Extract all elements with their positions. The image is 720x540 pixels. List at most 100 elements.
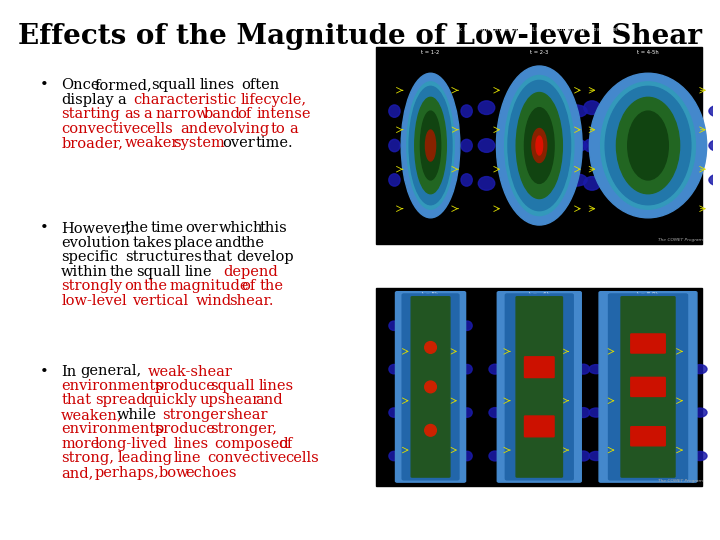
- Text: •: •: [40, 221, 48, 235]
- Text: 200 km: 200 km: [371, 127, 376, 146]
- Text: environments: environments: [61, 379, 163, 393]
- Ellipse shape: [616, 97, 680, 194]
- Text: t = 4-5h: t = 4-5h: [637, 50, 659, 55]
- Text: 200 km: 200 km: [371, 368, 376, 387]
- Ellipse shape: [564, 139, 587, 152]
- Ellipse shape: [709, 139, 720, 152]
- Text: weaken,: weaken,: [61, 408, 123, 422]
- Ellipse shape: [478, 139, 495, 152]
- Text: vertical: vertical: [132, 294, 188, 308]
- Text: within: within: [61, 265, 108, 279]
- Text: band: band: [204, 107, 240, 122]
- Text: environments: environments: [61, 422, 163, 436]
- Ellipse shape: [389, 408, 399, 417]
- Text: upshear: upshear: [199, 394, 260, 408]
- Text: t = 5h: t = 5h: [423, 292, 438, 296]
- Text: produce: produce: [154, 379, 215, 393]
- Text: line: line: [185, 265, 212, 279]
- Text: on: on: [125, 279, 143, 293]
- Text: long-lived: long-lived: [95, 437, 168, 451]
- Ellipse shape: [600, 82, 696, 209]
- Ellipse shape: [426, 130, 436, 161]
- Text: and: and: [215, 236, 242, 250]
- Ellipse shape: [693, 364, 707, 374]
- Text: The COMET Program: The COMET Program: [657, 238, 703, 242]
- Text: spread: spread: [95, 394, 145, 408]
- Text: intense: intense: [256, 107, 311, 122]
- Text: of: of: [238, 107, 252, 122]
- Text: develop: develop: [237, 251, 294, 265]
- Text: broader,: broader,: [61, 136, 123, 150]
- Text: a: a: [117, 93, 126, 107]
- FancyBboxPatch shape: [631, 377, 665, 396]
- Ellipse shape: [589, 408, 603, 417]
- Text: this: this: [260, 221, 287, 235]
- Ellipse shape: [589, 451, 603, 461]
- Text: of: of: [240, 279, 255, 293]
- Text: starting: starting: [61, 107, 120, 122]
- Text: squall: squall: [210, 379, 255, 393]
- Ellipse shape: [401, 73, 460, 218]
- FancyBboxPatch shape: [524, 357, 554, 377]
- Ellipse shape: [461, 105, 472, 117]
- Text: a: a: [143, 107, 153, 122]
- Text: lines: lines: [199, 78, 235, 92]
- Text: general,: general,: [80, 364, 141, 379]
- Ellipse shape: [508, 80, 571, 211]
- Text: shear: shear: [226, 408, 268, 422]
- FancyBboxPatch shape: [524, 416, 554, 437]
- Text: t = ~6h: t = ~6h: [529, 292, 549, 296]
- Text: and: and: [256, 394, 283, 408]
- FancyBboxPatch shape: [402, 294, 459, 480]
- Ellipse shape: [693, 408, 707, 417]
- Text: convective: convective: [207, 451, 287, 465]
- FancyBboxPatch shape: [621, 296, 675, 477]
- Text: stronger: stronger: [163, 408, 227, 422]
- Text: •: •: [40, 78, 48, 92]
- Text: structures: structures: [125, 251, 202, 265]
- Text: squall: squall: [136, 265, 181, 279]
- FancyBboxPatch shape: [608, 294, 688, 480]
- FancyBboxPatch shape: [631, 427, 665, 446]
- Ellipse shape: [420, 111, 441, 180]
- FancyBboxPatch shape: [395, 292, 466, 482]
- Ellipse shape: [462, 451, 472, 461]
- Text: t = 8-9h: t = 8-9h: [637, 292, 659, 296]
- Ellipse shape: [536, 136, 543, 155]
- Text: echoes: echoes: [185, 466, 236, 480]
- Ellipse shape: [489, 408, 501, 417]
- Text: the: the: [125, 221, 148, 235]
- FancyBboxPatch shape: [411, 296, 450, 477]
- Text: cells: cells: [285, 451, 319, 465]
- Text: lines: lines: [174, 437, 208, 451]
- Text: takes: takes: [132, 236, 172, 250]
- Text: formed,: formed,: [95, 78, 153, 92]
- Text: more: more: [61, 437, 99, 451]
- Text: However,: However,: [61, 221, 131, 235]
- Ellipse shape: [425, 381, 436, 393]
- Ellipse shape: [516, 92, 562, 199]
- Text: lifecycle,: lifecycle,: [240, 93, 307, 107]
- Ellipse shape: [577, 451, 590, 461]
- Text: convective: convective: [61, 122, 140, 136]
- Ellipse shape: [425, 342, 436, 353]
- Text: strongly: strongly: [61, 279, 122, 293]
- Ellipse shape: [693, 451, 707, 461]
- Text: the: the: [260, 279, 284, 293]
- Text: evolving: evolving: [207, 122, 269, 136]
- FancyBboxPatch shape: [599, 292, 697, 482]
- Ellipse shape: [577, 408, 590, 417]
- FancyBboxPatch shape: [498, 292, 581, 482]
- Ellipse shape: [709, 174, 720, 186]
- Text: weak-shear: weak-shear: [148, 364, 233, 379]
- Text: wind: wind: [195, 294, 232, 308]
- Ellipse shape: [709, 105, 720, 117]
- Ellipse shape: [478, 101, 495, 114]
- Text: over: over: [222, 136, 255, 150]
- Ellipse shape: [461, 174, 472, 186]
- Ellipse shape: [628, 111, 668, 180]
- Ellipse shape: [462, 364, 472, 374]
- Text: over: over: [185, 221, 217, 235]
- FancyBboxPatch shape: [631, 334, 665, 353]
- Text: shear.: shear.: [229, 294, 274, 308]
